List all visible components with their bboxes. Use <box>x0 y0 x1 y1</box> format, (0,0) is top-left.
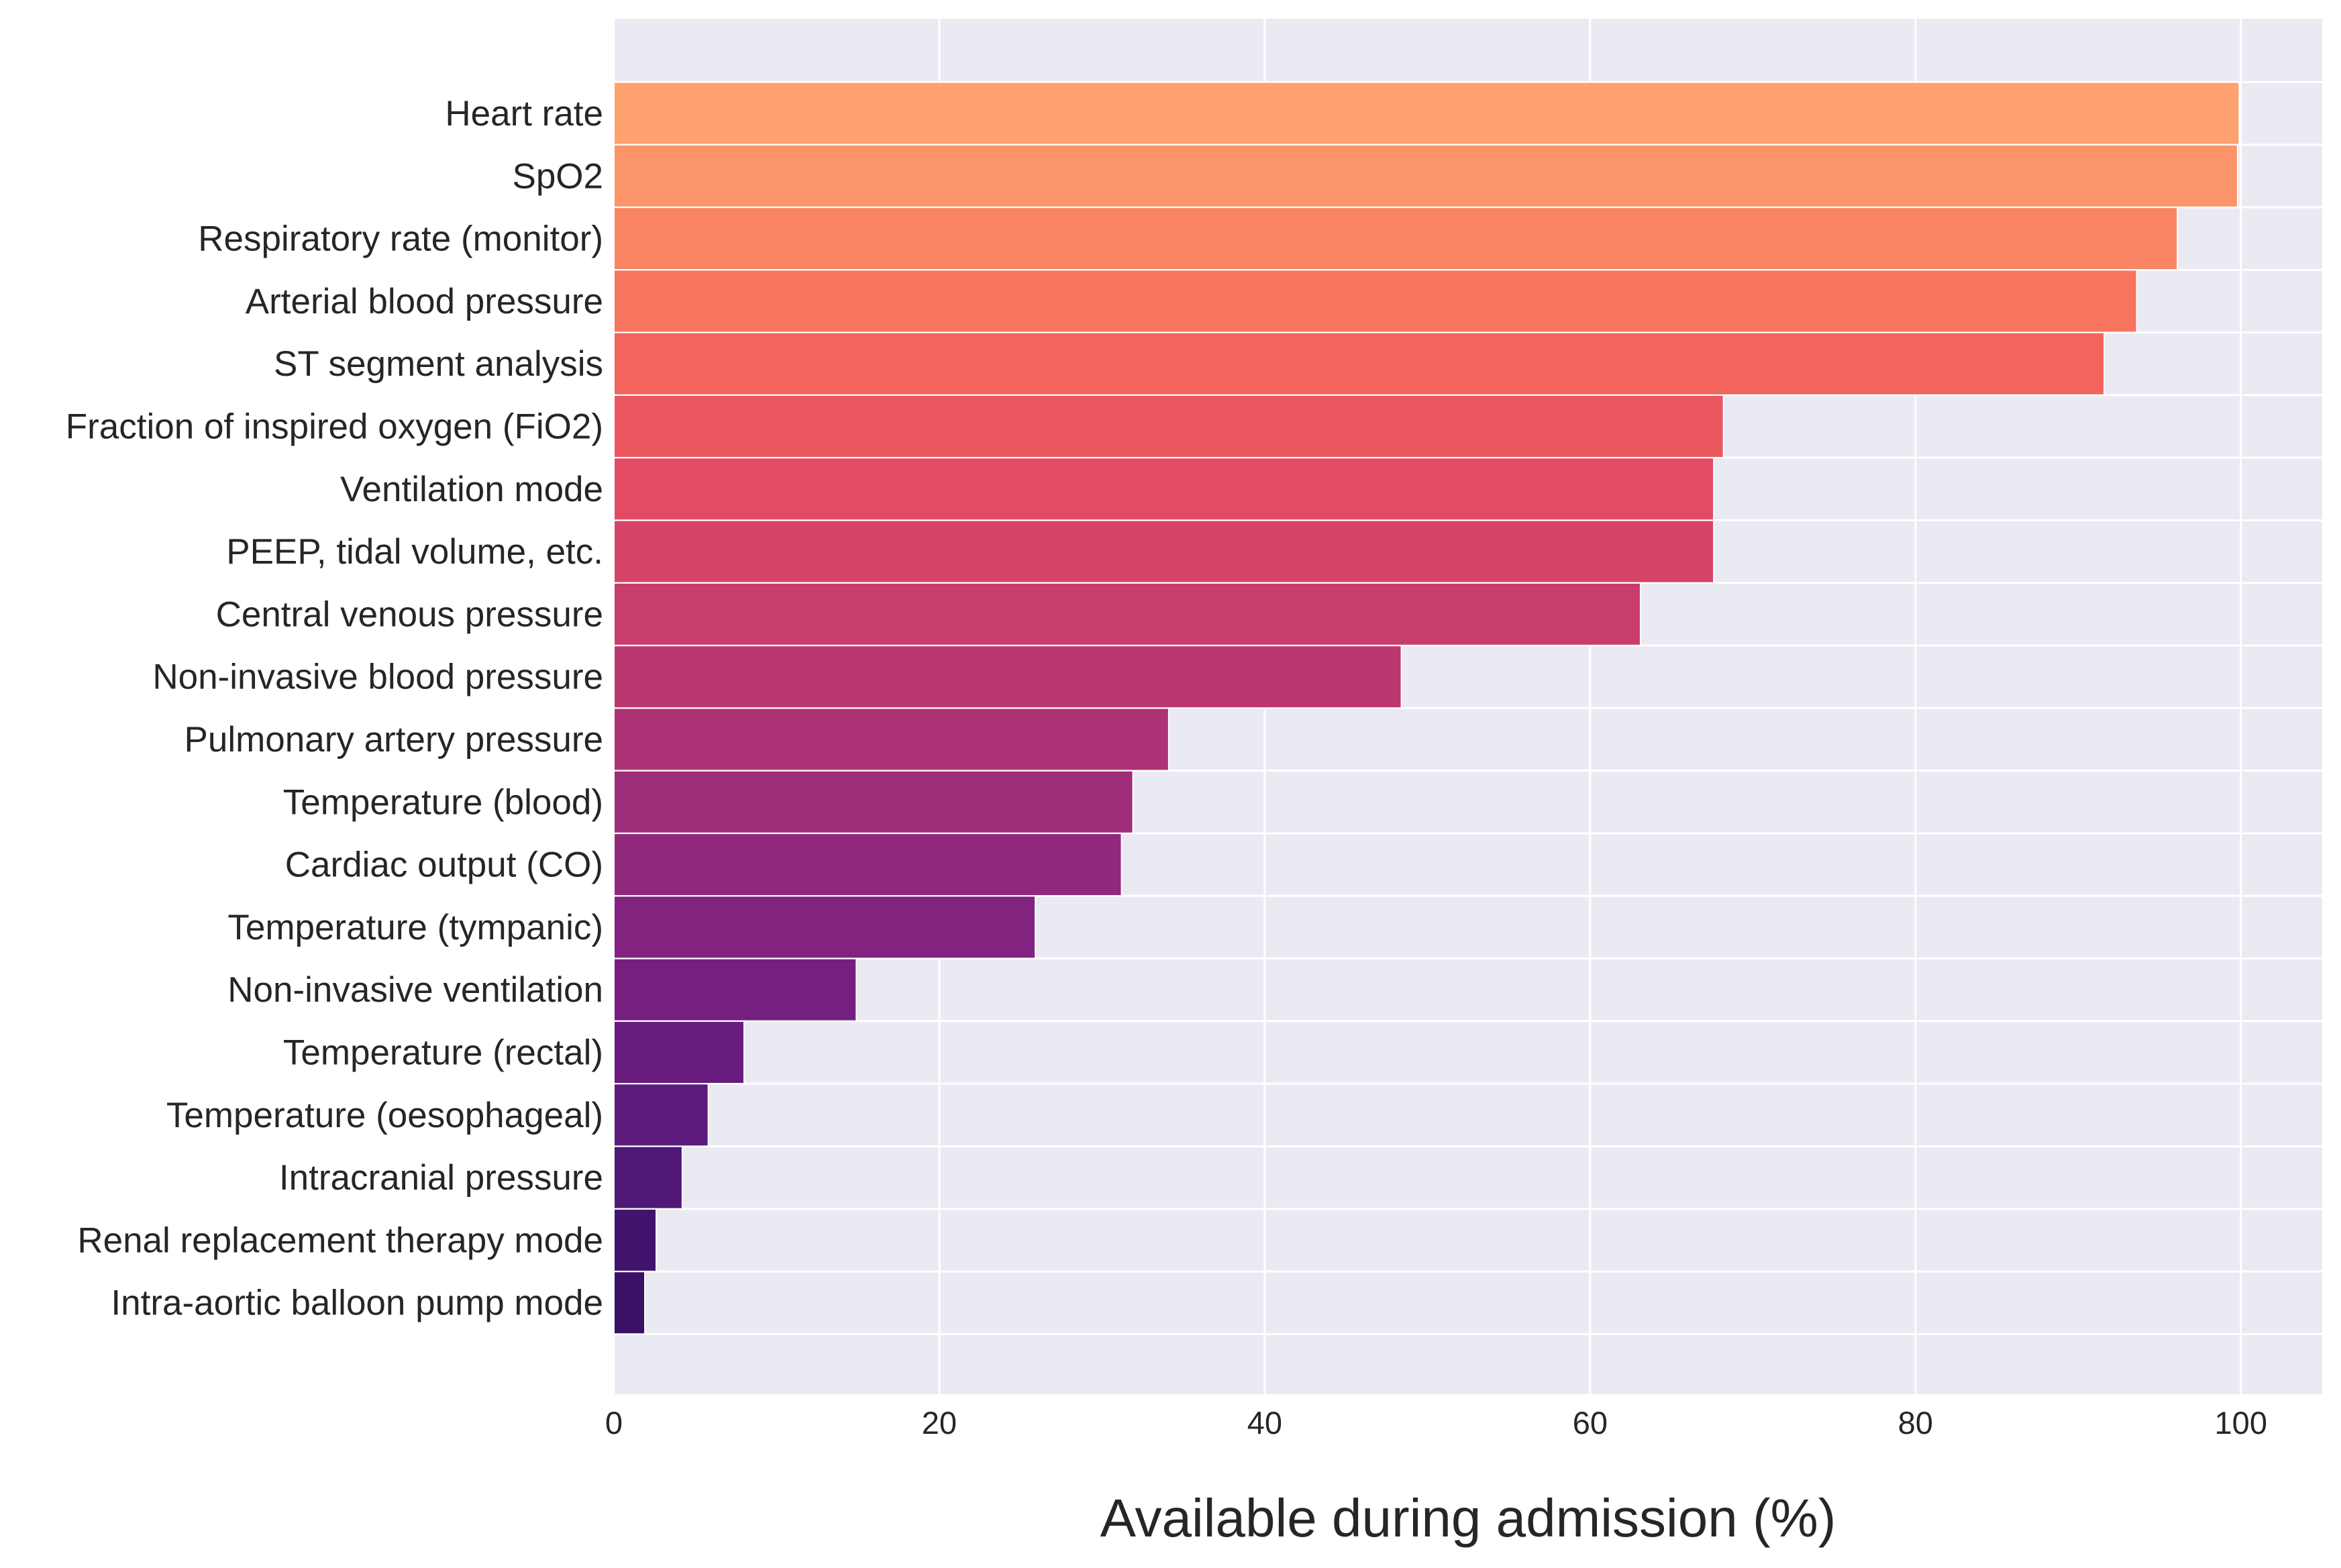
category-label: Ventilation mode <box>340 470 603 509</box>
category-label: ST segment analysis <box>274 344 603 384</box>
bar <box>613 770 1134 834</box>
category-label: Temperature (oesophageal) <box>166 1096 603 1135</box>
x-tick-label: 0 <box>605 1405 623 1441</box>
category-label: Non-invasive ventilation <box>227 970 603 1010</box>
category-labels: Heart rate SpO2 Respiratory rate (monitor)… <box>66 94 603 1323</box>
category-label: PEEP, tidal volume, etc. <box>226 532 603 572</box>
category-label: Fraction of inspired oxygen (FiO2) <box>66 407 603 447</box>
category-label: Temperature (tympanic) <box>227 908 603 947</box>
category-label: Cardiac output (CO) <box>285 845 603 885</box>
x-tick-labels: 0 20 40 60 80 100 <box>605 1405 2267 1441</box>
bar <box>613 833 1123 897</box>
category-label: Central venous pressure <box>216 594 603 634</box>
bar <box>613 269 2138 333</box>
bar <box>613 707 1169 772</box>
bar <box>613 457 1715 521</box>
bar <box>613 519 1715 584</box>
category-label: Renal replacement therapy mode <box>77 1220 603 1260</box>
bar <box>613 144 2238 208</box>
bar <box>613 81 2240 146</box>
bar <box>613 582 1642 646</box>
category-label: Pulmonary artery pressure <box>185 720 603 760</box>
x-axis-label: Available during admission (%) <box>1100 1488 1836 1548</box>
bar <box>613 895 1037 959</box>
category-label: Temperature (rectal) <box>283 1033 603 1073</box>
category-label: Intracranial pressure <box>279 1158 603 1198</box>
category-label: Respiratory rate (monitor) <box>198 219 603 259</box>
bar <box>613 207 2179 271</box>
bar <box>613 1083 709 1147</box>
bar <box>613 1021 745 1084</box>
bar <box>613 1271 646 1335</box>
category-label: Intra-aortic balloon pump mode <box>111 1284 603 1323</box>
category-label: Temperature (blood) <box>283 782 603 822</box>
category-label: Arterial blood pressure <box>246 282 603 321</box>
bar <box>613 331 2105 396</box>
category-label: Heart rate <box>445 94 603 134</box>
bar <box>613 645 1402 709</box>
x-tick-label: 100 <box>2215 1405 2267 1441</box>
x-tick-label: 20 <box>922 1405 957 1441</box>
x-tick-label: 40 <box>1247 1405 1282 1441</box>
bar <box>613 1208 658 1272</box>
bar <box>613 957 857 1022</box>
category-label: SpO2 <box>512 156 603 196</box>
bar <box>613 395 1724 458</box>
x-tick-label: 60 <box>1573 1405 1608 1441</box>
bar <box>613 1145 683 1210</box>
x-tick-label: 80 <box>1898 1405 1933 1441</box>
category-label: Non-invasive blood pressure <box>152 658 603 697</box>
bars <box>613 81 2240 1335</box>
